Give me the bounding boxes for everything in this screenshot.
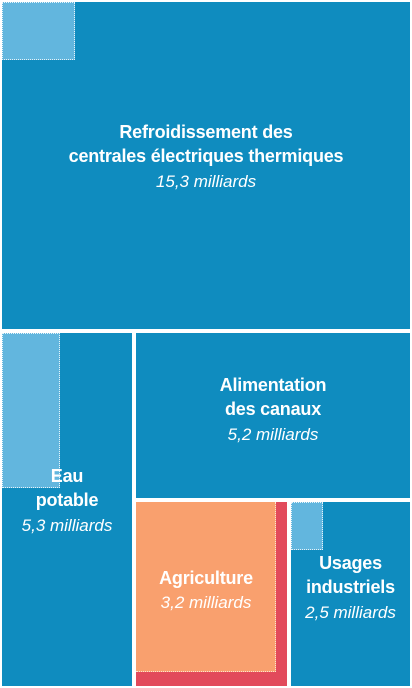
tile-usages-industriels-inner [291,502,323,550]
tile-refroidissement-name-line-2: centrales électriques thermiques [68,146,344,167]
tile-eau-potable-inner [2,333,60,488]
tile-agriculture-label: Agriculture 3,2 milliards [136,566,276,615]
tile-usages-industriels-name-line-2: industriels [306,577,395,598]
tile-agriculture-name: Agriculture [159,568,253,588]
tile-usages-industriels-value: 2,5 milliards [305,602,396,622]
tile-eau-potable-label: Eau potable 5,3 milliards [2,464,132,538]
tile-eau-potable: Eau potable 5,3 milliards [2,333,132,686]
tile-agriculture-value: 3,2 milliards [160,593,252,613]
tile-usages-industriels-name-line-1: Usages [319,553,382,573]
tile-refroidissement-label: Refroidissement des centrales électrique… [2,120,410,194]
tile-refroidissement-value: 15,3 milliards [155,171,257,191]
tile-agriculture: Agriculture 3,2 milliards [136,502,287,686]
tile-eau-potable-value: 5,3 milliards [21,515,113,535]
tile-refroidissement-inner [2,2,75,60]
tile-refroidissement: Refroidissement des centrales électrique… [2,2,410,329]
tile-alimentation-canaux-name-line-1: Alimentation [219,375,327,395]
tile-alimentation-canaux-name-line-2: des canaux [224,399,322,420]
tile-alimentation-canaux-value: 5,2 milliards [227,424,319,444]
tile-eau-potable-name-line-2: potable [35,490,99,511]
tile-alimentation-canaux: Alimentation des canaux 5,2 milliards [136,333,410,498]
tile-agriculture-fill [136,502,276,672]
tile-refroidissement-name-line-1: Refroidissement des [119,122,293,142]
tile-eau-potable-name-line-1: Eau [50,466,84,486]
tile-usages-industriels-label: Usages industriels 2,5 milliards [291,551,410,625]
tile-usages-industriels: Usages industriels 2,5 milliards [291,502,410,686]
tile-alimentation-canaux-label: Alimentation des canaux 5,2 milliards [136,373,410,447]
